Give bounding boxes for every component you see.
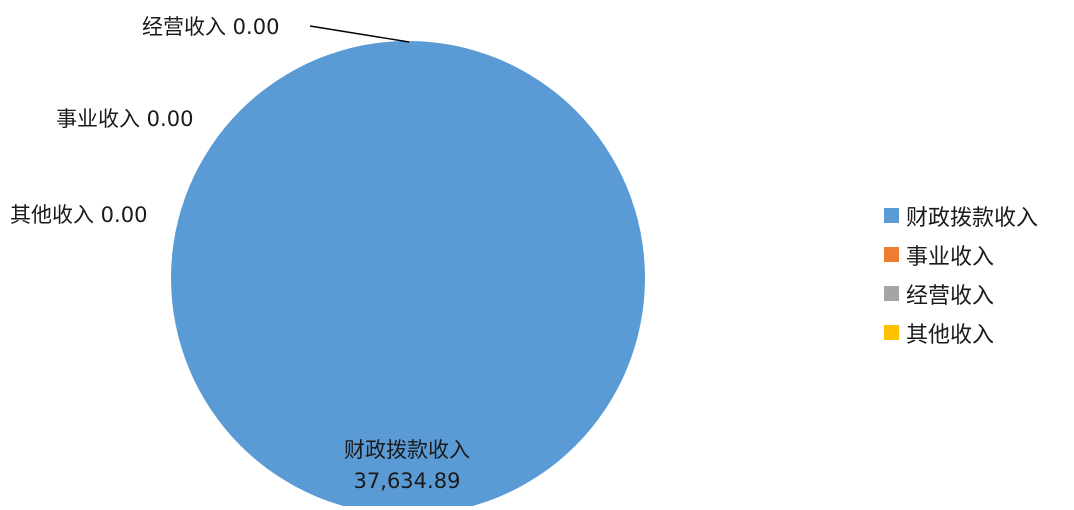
legend-label-other-income: 其他收入 — [906, 322, 995, 348]
legend-item-fiscal-appropriation-income: 财政拨款收入 — [884, 196, 1072, 235]
legend-swatch-business-income — [884, 247, 899, 262]
data-label-fiscal-appropriation-name: 财政拨款收入 — [344, 438, 470, 462]
data-label-other-income: 其他收入 0.00 — [10, 203, 147, 227]
legend-swatch-fiscal-appropriation-income — [884, 208, 899, 223]
legend-label-fiscal-appropriation-income: 财政拨款收入 — [906, 205, 1039, 231]
legend-label-business-income: 事业收入 — [906, 244, 995, 270]
data-label-fiscal-appropriation-value: 37,634.89 — [354, 469, 461, 493]
legend-item-business-income: 事业收入 — [884, 235, 1072, 274]
legend-item-operating-income: 经营收入 — [884, 274, 1072, 313]
data-label-business-income: 事业收入 0.00 — [56, 107, 193, 131]
pie-slice-fiscal-appropriation-income — [171, 41, 645, 510]
data-label-operating-income: 经营收入 0.00 — [142, 15, 279, 39]
legend-item-other-income: 其他收入 — [884, 313, 1072, 352]
leader-line-operating-income — [309, 25, 410, 43]
legend-swatch-operating-income — [884, 286, 899, 301]
legend-label-operating-income: 经营收入 — [906, 283, 995, 309]
chart-legend: 财政拨款收入 事业收入 经营收入 其他收入 — [884, 196, 1072, 352]
legend-swatch-other-income — [884, 325, 899, 340]
